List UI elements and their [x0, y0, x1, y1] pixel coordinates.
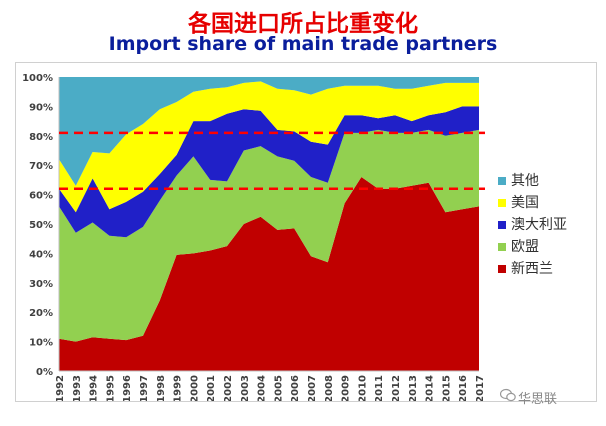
x-tick-label: 2015 [441, 375, 452, 401]
x-tick-label: 2014 [425, 375, 436, 401]
y-tick-label: 50% [29, 220, 53, 231]
x-tick-label: 2002 [223, 375, 234, 401]
legend-swatch [498, 265, 506, 273]
x-tick-label: 2006 [290, 375, 301, 401]
x-tick-label: 1999 [173, 375, 184, 401]
wechat-icon [500, 388, 516, 402]
watermark-text: 华思联 [518, 392, 558, 407]
chart-title-english: Import share of main trade partners [108, 33, 498, 55]
series-area-4 [59, 77, 479, 186]
y-tick-label: 0% [36, 367, 53, 378]
x-tick-label: 2004 [257, 375, 268, 401]
legend-swatch [498, 221, 506, 229]
series-area-3 [59, 81, 479, 213]
chart-title-chinese: 各国进口所占比重变化 [188, 11, 418, 37]
y-tick-label: 10% [29, 338, 53, 349]
x-tick-label: 1998 [156, 375, 167, 401]
legend-label: 欧盟 [511, 239, 539, 255]
y-tick-label: 70% [29, 161, 53, 172]
x-tick-label: 2010 [357, 375, 368, 401]
stacked-area-chart: 0% 10% 20% 30% 40% 50% 60% 70% 80% 90% 100% 1992 199… [22, 73, 567, 401]
x-tick-label: 1993 [72, 375, 83, 401]
x-tick-label: 2009 [341, 375, 352, 401]
x-tick-label: 1995 [105, 375, 116, 401]
y-tick-label: 40% [29, 249, 53, 260]
x-tick-label: 2001 [206, 375, 217, 401]
legend-label: 澳大利亚 [511, 217, 567, 233]
x-tick-label: 1994 [89, 375, 100, 401]
x-tick-label: 2008 [324, 375, 335, 401]
x-tick-label: 1996 [122, 375, 133, 401]
x-tick-label: 2016 [458, 375, 469, 401]
x-tick-label: 2013 [408, 375, 419, 401]
x-tick-label: 2007 [307, 375, 318, 401]
y-tick-label: 20% [29, 308, 53, 319]
series-area-0 [59, 177, 479, 371]
x-tick-label: 2000 [189, 375, 200, 401]
legend-label: 其他 [511, 173, 539, 189]
x-tick-label: 2005 [273, 375, 284, 401]
series-area-1 [59, 129, 479, 342]
y-tick-label: 30% [29, 279, 53, 290]
y-tick-label: 90% [29, 102, 53, 113]
y-tick-label: 60% [29, 191, 53, 202]
x-tick-label: 1992 [55, 375, 66, 401]
legend-label: 新西兰 [511, 261, 553, 277]
x-tick-label: 2017 [475, 375, 486, 401]
chart-area: 0% 10% 20% 30% 40% 50% 60% 70% 80% 90% 100% 1992 199… [15, 62, 597, 402]
y-tick-label: 100% [22, 73, 53, 84]
x-tick-label: 2012 [391, 375, 402, 401]
y-tick-label: 80% [29, 132, 53, 143]
legend-label: 美国 [511, 195, 539, 211]
legend-swatch [498, 177, 506, 185]
x-tick-label: 2003 [240, 375, 251, 401]
x-tick-label: 2011 [374, 375, 385, 401]
legend-swatch [498, 243, 506, 251]
x-tick-label: 1997 [139, 375, 150, 401]
legend-swatch [498, 199, 506, 207]
